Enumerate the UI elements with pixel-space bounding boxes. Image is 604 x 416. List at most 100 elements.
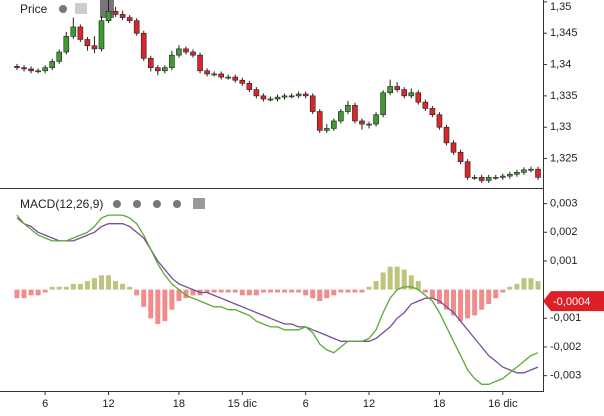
candle-body	[14, 66, 20, 68]
histogram-bar	[282, 289, 288, 293]
histogram-bar	[120, 283, 126, 290]
candle-body	[394, 86, 400, 90]
candle-body	[471, 177, 478, 179]
down-icon[interactable]	[173, 200, 181, 208]
candle-body	[422, 101, 429, 109]
histogram-bar	[479, 289, 485, 310]
histogram-bar	[246, 289, 252, 296]
histogram-bar	[535, 281, 541, 290]
histogram-bar	[183, 289, 189, 299]
histogram-bar	[134, 289, 140, 296]
candle-body	[535, 168, 541, 178]
close-icon[interactable]	[133, 200, 141, 208]
candle-body	[316, 111, 323, 131]
settings-icon[interactable]	[113, 200, 121, 208]
candle-body	[373, 114, 379, 125]
candle-body	[281, 95, 288, 98]
y-tick-label: 0,001	[550, 255, 578, 267]
candle-body	[119, 14, 126, 18]
histogram-bar	[352, 289, 358, 293]
histogram-bar	[14, 289, 20, 299]
candle-body	[260, 95, 267, 100]
candle-body	[147, 57, 154, 68]
histogram-bar	[98, 275, 104, 290]
candle-body	[105, 10, 112, 21]
histogram-bar	[211, 289, 217, 293]
candle-body	[345, 104, 351, 112]
histogram-bar	[225, 289, 231, 293]
candle-body	[457, 151, 464, 162]
chart-icon[interactable]	[75, 3, 87, 14]
candle-body	[352, 104, 358, 122]
histogram-bar	[472, 289, 478, 316]
candle-body	[366, 123, 372, 126]
candle-body	[42, 67, 48, 72]
candle-body	[464, 161, 471, 178]
histogram-bar	[443, 289, 449, 310]
histogram-bar	[127, 286, 133, 290]
candle-body	[112, 10, 119, 15]
histogram-bar	[514, 283, 520, 290]
histogram-bar	[28, 289, 34, 296]
settings-icon[interactable]	[59, 5, 67, 13]
histogram-bar	[500, 289, 506, 293]
candle-body	[387, 86, 393, 94]
candle-body	[126, 17, 133, 21]
signal-line	[16, 217, 539, 374]
y-tick-label: 0,002	[550, 226, 578, 238]
candle-body	[246, 83, 253, 90]
histogram-bar	[303, 289, 309, 296]
candle-body	[176, 48, 182, 56]
histogram-bar	[310, 289, 316, 299]
candle-body	[211, 73, 217, 76]
candle-body	[155, 67, 161, 72]
last-value-tag	[543, 291, 604, 312]
y-tick-label: 1,335	[550, 90, 578, 102]
candle-body	[133, 20, 140, 34]
candle-body	[359, 120, 365, 125]
candle-body	[288, 95, 295, 98]
histogram-bar	[345, 289, 351, 293]
histogram-bar	[84, 281, 90, 290]
x-tick-label: 6	[42, 398, 48, 410]
histogram-bar	[42, 289, 48, 293]
candle-body	[21, 67, 27, 70]
candle-body	[204, 70, 210, 75]
histogram-bar	[21, 289, 27, 299]
histogram-bar	[232, 289, 238, 293]
macd-line	[16, 214, 539, 385]
chart-icon[interactable]	[193, 198, 205, 209]
histogram-bar	[493, 289, 499, 299]
candle-body	[401, 89, 408, 97]
histogram-bar	[275, 289, 280, 293]
y-tick-label: -0,001	[550, 312, 581, 324]
candle-body	[436, 114, 443, 128]
candle-body	[84, 39, 91, 47]
histogram-bar	[176, 289, 182, 302]
histogram-bar	[56, 286, 62, 290]
histogram-bar	[260, 289, 266, 293]
histogram-bar	[169, 289, 175, 310]
candle-body	[35, 70, 41, 73]
candle-body	[443, 126, 450, 144]
candle-body	[77, 26, 84, 40]
candle-body	[70, 26, 77, 37]
macd-title: MACD(12,26,9)	[20, 197, 103, 211]
y-tick-label: 0,003	[550, 198, 578, 210]
up-icon[interactable]	[153, 200, 161, 208]
histogram-bar	[296, 289, 302, 293]
price-title: Price	[20, 2, 48, 16]
histogram-bar	[359, 289, 365, 293]
histogram-bar	[451, 289, 457, 316]
candle-body	[528, 168, 534, 171]
histogram-bar	[521, 278, 527, 290]
histogram-bar	[267, 289, 273, 293]
histogram-bar	[162, 289, 168, 322]
histogram-bar	[429, 289, 435, 299]
histogram-bar	[289, 289, 295, 293]
x-tick-label: 18	[433, 398, 445, 410]
histogram-bar	[155, 289, 161, 325]
histogram-bar	[331, 289, 337, 296]
candle-body	[380, 92, 386, 115]
